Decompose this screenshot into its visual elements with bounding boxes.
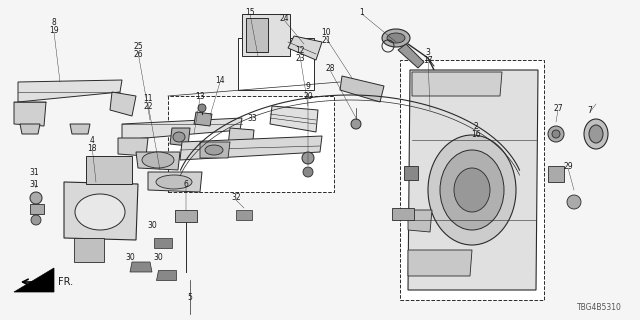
Polygon shape	[148, 172, 202, 192]
Bar	[236, 210, 252, 220]
Text: 6: 6	[184, 180, 188, 188]
Ellipse shape	[156, 175, 192, 189]
Ellipse shape	[567, 195, 581, 209]
Text: 31: 31	[29, 167, 39, 177]
Ellipse shape	[584, 119, 608, 149]
Bar	[392, 208, 414, 220]
Text: 21: 21	[321, 36, 331, 44]
Polygon shape	[18, 80, 122, 102]
Polygon shape	[408, 70, 538, 290]
Text: 30: 30	[153, 253, 163, 262]
Text: 10: 10	[321, 28, 331, 36]
Text: 22: 22	[143, 101, 153, 110]
Ellipse shape	[589, 125, 603, 143]
Text: FR.: FR.	[58, 277, 73, 287]
Polygon shape	[170, 128, 190, 146]
Polygon shape	[154, 238, 172, 248]
Ellipse shape	[428, 135, 516, 245]
Polygon shape	[194, 112, 212, 126]
Ellipse shape	[454, 168, 490, 212]
Text: 13: 13	[195, 92, 205, 100]
Ellipse shape	[198, 104, 206, 112]
Polygon shape	[180, 136, 322, 160]
Text: 26: 26	[133, 50, 143, 59]
Bar	[175, 210, 197, 222]
Polygon shape	[110, 92, 136, 116]
Text: 15: 15	[245, 7, 255, 17]
Polygon shape	[136, 152, 180, 170]
Ellipse shape	[30, 192, 42, 204]
Text: 30: 30	[147, 221, 157, 230]
Text: 4: 4	[90, 135, 95, 145]
Polygon shape	[200, 142, 230, 158]
Polygon shape	[156, 270, 176, 280]
Polygon shape	[412, 72, 502, 96]
Polygon shape	[118, 138, 148, 156]
Polygon shape	[340, 76, 384, 102]
Text: 2: 2	[474, 122, 478, 131]
Text: 12: 12	[295, 45, 305, 54]
Bar	[242, 14, 290, 56]
Text: 19: 19	[49, 26, 59, 35]
Text: 29: 29	[563, 162, 573, 171]
Text: 23: 23	[295, 53, 305, 62]
Text: 14: 14	[215, 76, 225, 84]
Bar	[86, 156, 132, 184]
Bar	[74, 238, 104, 262]
Text: 5: 5	[188, 293, 193, 302]
Text: 20: 20	[303, 92, 313, 100]
Bar	[30, 204, 44, 214]
Bar	[404, 166, 418, 180]
Ellipse shape	[303, 167, 313, 177]
Ellipse shape	[552, 130, 560, 138]
Ellipse shape	[142, 152, 174, 168]
Text: 27: 27	[553, 103, 563, 113]
Bar	[548, 166, 564, 182]
Text: 16: 16	[471, 130, 481, 139]
Polygon shape	[288, 36, 322, 60]
Ellipse shape	[387, 33, 405, 43]
Text: 24: 24	[279, 13, 289, 22]
Ellipse shape	[31, 215, 41, 225]
Polygon shape	[14, 268, 54, 292]
Ellipse shape	[382, 29, 410, 47]
Text: 31: 31	[29, 180, 39, 188]
Text: 9: 9	[305, 82, 310, 91]
Text: TBG4B5310: TBG4B5310	[577, 303, 622, 312]
Polygon shape	[408, 250, 472, 276]
Text: 25: 25	[133, 42, 143, 51]
Polygon shape	[70, 124, 90, 134]
Bar	[238, 38, 314, 90]
Ellipse shape	[205, 145, 223, 155]
Text: 8: 8	[52, 18, 56, 27]
Ellipse shape	[75, 194, 125, 230]
Polygon shape	[64, 182, 138, 240]
Text: 28: 28	[325, 63, 335, 73]
Ellipse shape	[548, 126, 564, 142]
Polygon shape	[398, 44, 424, 68]
Polygon shape	[14, 102, 46, 126]
Polygon shape	[20, 124, 40, 134]
Text: 17: 17	[423, 55, 433, 65]
Text: 3: 3	[426, 47, 431, 57]
Ellipse shape	[302, 152, 314, 164]
Polygon shape	[130, 262, 152, 272]
Bar	[400, 60, 544, 300]
Ellipse shape	[173, 132, 185, 142]
Text: 33: 33	[247, 114, 257, 123]
Text: 18: 18	[87, 143, 97, 153]
Polygon shape	[270, 106, 318, 132]
Polygon shape	[408, 210, 432, 232]
Text: 11: 11	[143, 93, 153, 102]
Text: 1: 1	[360, 7, 364, 17]
Text: 7: 7	[588, 106, 593, 115]
Bar	[168, 96, 334, 192]
Ellipse shape	[440, 150, 504, 230]
Bar	[246, 18, 268, 52]
Polygon shape	[122, 118, 242, 140]
Ellipse shape	[351, 119, 361, 129]
Text: 30: 30	[125, 253, 135, 262]
Text: 32: 32	[231, 194, 241, 203]
Polygon shape	[228, 128, 254, 150]
